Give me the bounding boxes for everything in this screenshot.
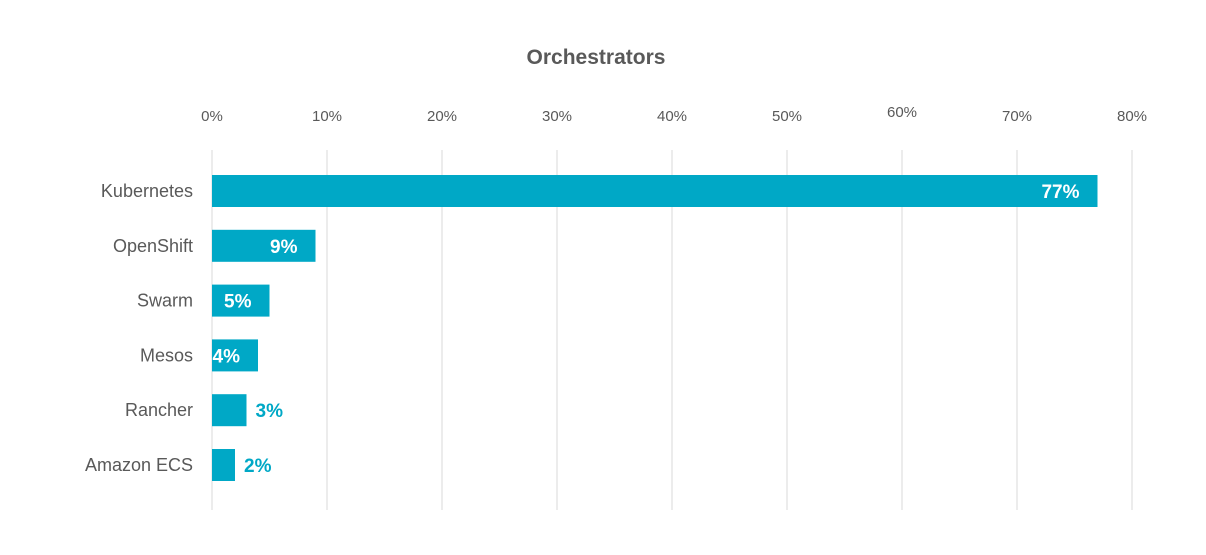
category-label: OpenShift (113, 236, 193, 256)
category-label: Swarm (137, 291, 193, 311)
bar (212, 339, 258, 372)
category-label: Kubernetes (101, 181, 193, 201)
bar (212, 449, 235, 481)
value-label: 2% (244, 456, 272, 477)
bar (212, 394, 247, 427)
value-label: 4% (213, 346, 241, 367)
category-label: Amazon ECS (85, 455, 193, 475)
value-label: 3% (256, 401, 284, 422)
gridlines (211, 150, 1133, 510)
category-label: Rancher (125, 400, 193, 420)
category-label: Mesos (140, 345, 193, 365)
x-tick-label: 30% (542, 108, 572, 125)
bar (212, 175, 1098, 207)
value-label: 9% (270, 237, 298, 258)
x-tick-label: 80% (1117, 108, 1147, 125)
value-label: 77% (1041, 182, 1079, 203)
bar (212, 284, 270, 317)
value-labels: 77% 9% 5% 4% 3% 2% (213, 182, 1080, 477)
x-axis-ticks: 0% 10% 20% 30% 40% 50% 60% 70% 80% (201, 104, 1147, 125)
x-tick-label: 40% (657, 108, 687, 125)
x-tick-label: 70% (1002, 108, 1032, 125)
chart-title: Orchestrators (527, 46, 666, 69)
x-tick-label: 20% (427, 108, 457, 125)
x-tick-label: 10% (312, 108, 342, 125)
bars (212, 175, 1098, 481)
x-tick-label: 60% (887, 104, 917, 121)
x-tick-label: 0% (201, 108, 223, 125)
category-labels: Kubernetes OpenShift Swarm Mesos Rancher Amaz… (85, 181, 193, 475)
value-label: 5% (224, 292, 252, 313)
x-tick-label: 50% (772, 108, 802, 125)
bar (212, 229, 316, 262)
